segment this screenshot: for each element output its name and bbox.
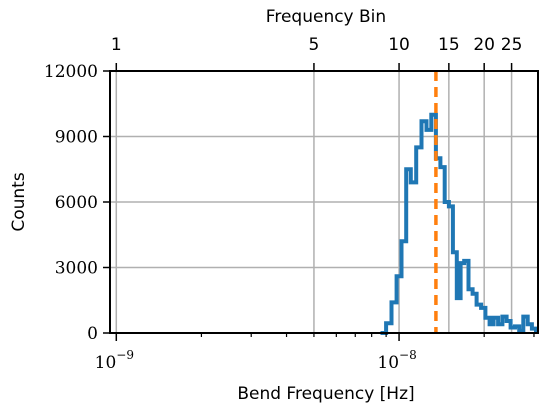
x-tick-label: 10−9 — [95, 348, 134, 373]
y-tick-label: 12000 — [44, 62, 98, 82]
y-tick-label: 3000 — [55, 259, 98, 279]
top-tick-label: 1 — [111, 35, 122, 55]
x-tick-label: 10−8 — [377, 348, 416, 373]
top-tick-label: 25 — [501, 35, 523, 55]
y-tick-label: 9000 — [55, 128, 98, 148]
top-tick-label: 20 — [473, 35, 495, 55]
y-tick-label: 0 — [87, 324, 98, 344]
top-tick-label: 15 — [438, 35, 460, 55]
y-axis-label: Counts — [9, 172, 29, 231]
top-axis-label: Frequency Bin — [266, 7, 386, 27]
series-area — [380, 112, 538, 335]
y-tick-label: 6000 — [55, 193, 98, 213]
x-axis-label: Bend Frequency [Hz] — [237, 384, 414, 404]
histogram-step-line — [380, 112, 538, 335]
top-tick-label: 5 — [309, 35, 320, 55]
x-tick-exponent: −9 — [116, 348, 134, 362]
x-tick-exponent: −8 — [399, 348, 417, 362]
top-tick-label: 10 — [388, 35, 410, 55]
